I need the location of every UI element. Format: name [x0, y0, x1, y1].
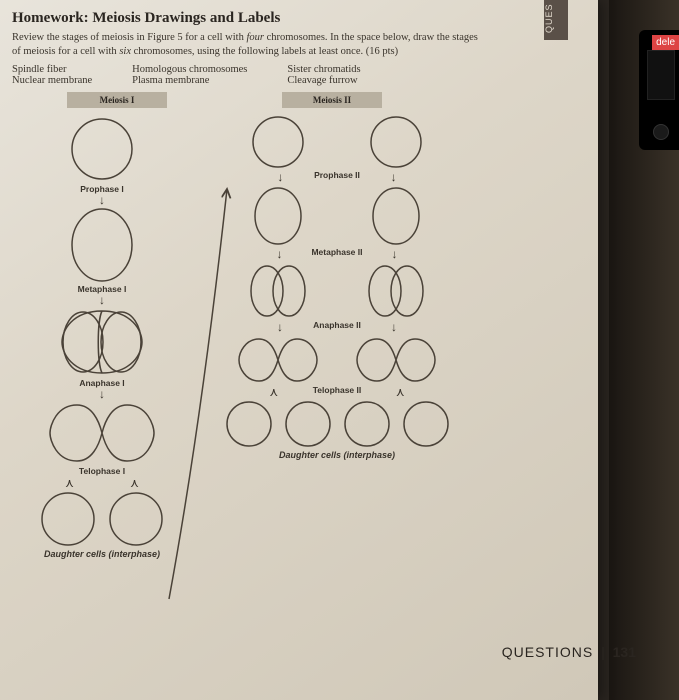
- cell-metaphase-2: [252, 185, 304, 247]
- label-daughter-2: Daughter cells (interphase): [222, 450, 452, 460]
- label-homologous: Homologous chromosomes: [132, 64, 247, 75]
- daughter-cell: [40, 491, 96, 547]
- cell-anaphase-1: [57, 306, 147, 378]
- daughter-cell: [343, 400, 391, 448]
- daughter-cells-2: [222, 400, 452, 448]
- label-plasma: Plasma membrane: [132, 75, 247, 86]
- cell-metaphase-2: [370, 185, 422, 247]
- phone-screen: [647, 50, 675, 100]
- label-telophase-2: Telophase II: [313, 385, 362, 400]
- daughter-cells-1: [37, 491, 167, 547]
- worksheet-page: QUES Homework: Meiosis Drawings and Labe…: [0, 0, 598, 700]
- instr-six: six: [119, 46, 131, 57]
- label-nuclear: Nuclear membrane: [12, 75, 92, 86]
- label-cleavage: Cleavage furrow: [287, 75, 360, 86]
- instr-p3: chromosomes, using the following labels …: [131, 46, 398, 57]
- split-arrow-icon: ⋏: [65, 476, 74, 491]
- cell-anaphase-2: [248, 262, 308, 320]
- arrow-icon: ↓: [277, 170, 283, 185]
- daughter-cell: [225, 400, 273, 448]
- questions-tab: QUES: [544, 0, 568, 40]
- arrow-icon: ↓: [391, 247, 397, 262]
- page-title: Homework: Meiosis Drawings and Labels: [12, 10, 580, 27]
- cell-prophase-1: [62, 114, 142, 184]
- split-arrow-icon: ⋏: [269, 385, 278, 400]
- header-meiosis-1: Meiosis I: [67, 92, 167, 108]
- cell-telophase-1: [47, 400, 157, 466]
- footer-questions: QUESTIONS: [502, 644, 593, 660]
- page-number: QUESTIONS | 131: [502, 644, 636, 660]
- split-arrow-icon: ⋏: [130, 476, 139, 491]
- label-terms: Spindle fiber Nuclear membrane Homologou…: [12, 64, 580, 86]
- label-daughter-1: Daughter cells (interphase): [37, 549, 167, 559]
- daughter-cell: [284, 400, 332, 448]
- dele-tab: dele: [652, 35, 679, 50]
- cell-telophase-2: [235, 335, 321, 385]
- diagram-area: Prophase I ↓ Metaphase I ↓ Anaphase I ↓ …: [12, 114, 580, 674]
- arrow-icon: ↓: [276, 247, 282, 262]
- arrow-icon: ↓: [391, 320, 397, 335]
- cell-telophase-2: [353, 335, 439, 385]
- arrow-icon: ↓: [391, 170, 397, 185]
- cell-prophase-2: [250, 114, 306, 170]
- footer-num: 131: [613, 644, 636, 660]
- meiosis-1-column: Prophase I ↓ Metaphase I ↓ Anaphase I ↓ …: [37, 114, 167, 559]
- arrow-icon: ↓: [37, 388, 167, 400]
- label-anaphase-2: Anaphase II: [313, 320, 361, 335]
- column-headers: Meiosis I Meiosis II: [12, 92, 580, 108]
- instr-p1: Review the stages of meiosis in Figure 5…: [12, 32, 246, 43]
- meiosis-2-column: ↓ Prophase II ↓ ↓ Metaphase II ↓ ↓ Anaphase I…: [222, 114, 452, 460]
- daughter-cell: [108, 491, 164, 547]
- header-meiosis-2: Meiosis II: [282, 92, 382, 108]
- label-prophase-2: Prophase II: [314, 170, 360, 185]
- label-telophase-1: Telophase I: [37, 466, 167, 476]
- label-sister: Sister chromatids: [287, 64, 360, 75]
- label-spindle: Spindle fiber: [12, 64, 92, 75]
- label-metaphase-2: Metaphase II: [311, 247, 362, 262]
- split-arrow-icon: ⋏: [396, 385, 405, 400]
- footer-bar: |: [601, 644, 605, 660]
- phone-home-button: [653, 124, 669, 140]
- instructions: Review the stages of meiosis in Figure 5…: [12, 31, 482, 58]
- cell-metaphase-1: [62, 206, 142, 284]
- cell-prophase-2: [368, 114, 424, 170]
- arrow-icon: ↓: [37, 194, 167, 206]
- cell-anaphase-2: [366, 262, 426, 320]
- instr-four: four: [246, 32, 264, 43]
- daughter-cell: [402, 400, 450, 448]
- arrow-icon: ↓: [277, 320, 283, 335]
- arrow-icon: ↓: [37, 294, 167, 306]
